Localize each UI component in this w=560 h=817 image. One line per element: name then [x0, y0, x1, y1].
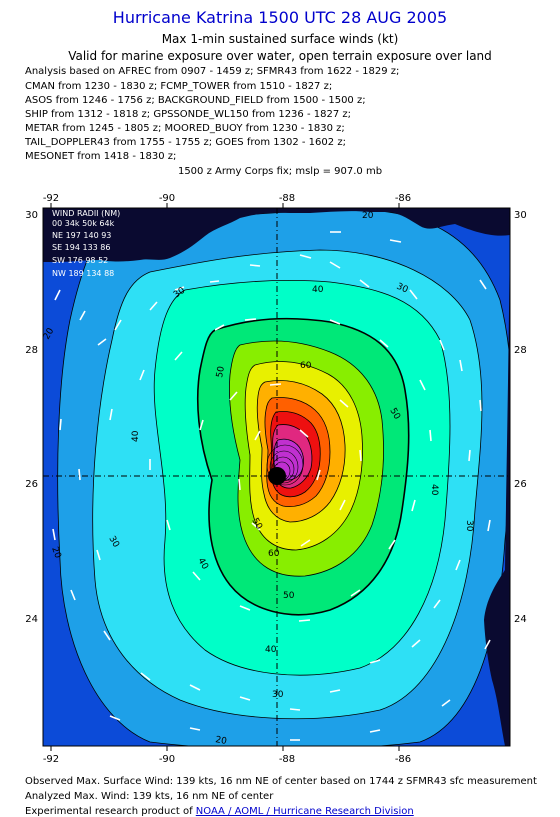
analysis-line: SHIP from 1312 - 1818 z; GPSSONDE_WL150 …	[25, 109, 351, 120]
analyzed-max-wind: Analyzed Max. Wind: 139 kts, 16 nm NE of…	[25, 791, 274, 802]
contour-labels: 20 20 20 20 30 30 30 30 30 40 40 40 40 4…	[43, 211, 474, 747]
contour-label: 50	[283, 591, 295, 601]
analysis-line: CMAN from 1230 - 1830 z; FCMP_TOWER from…	[25, 81, 333, 92]
lon-tick-label: -92	[43, 754, 59, 763]
lat-tick-label: 30	[25, 210, 38, 221]
analysis-line: METAR from 1245 - 1805 z; MOORED_BUOY fr…	[25, 123, 345, 134]
contour-label: 60	[300, 361, 312, 371]
lat-tick-label: 24	[25, 614, 38, 625]
wind-radii-row: SW 176 98 52	[52, 256, 108, 265]
observed-max-wind: Observed Max. Surface Wind: 139 kts, 16 …	[25, 776, 537, 787]
analysis-line: Analysis based on AFREC from 0907 - 1459…	[25, 66, 400, 77]
validity-note: Valid for marine exposure over water, op…	[68, 49, 492, 63]
wind-radii-row: SE 194 133 86	[52, 243, 110, 252]
contour-label: 50	[215, 365, 227, 378]
lon-tick-label: -88	[279, 193, 295, 204]
florida-land	[484, 235, 510, 746]
contour-label: 30	[272, 690, 284, 700]
analysis-line: TAIL_DOPPLER43 from 1755 - 1755 z; GOES …	[25, 137, 346, 148]
wind-radii-table: WIND RADII (NM) 00 34k 50k 64k NE 197 14…	[52, 209, 120, 278]
wind-radii-title: WIND RADII (NM)	[52, 209, 120, 218]
contour-label: 60	[268, 549, 280, 559]
contour-label: 20	[49, 546, 62, 560]
contour-label: 30	[395, 282, 410, 296]
lat-tick-label: 28	[514, 345, 527, 356]
hrd-link[interactable]: NOAA / AOML / Hurricane Research Divisio…	[195, 806, 414, 817]
lat-axis-left: 30 28 26 24	[25, 210, 38, 625]
coastline-land	[43, 208, 510, 262]
pressure-fix: 1500 z Army Corps fix; mslp = 907.0 mb	[177, 166, 383, 177]
lon-tick-label: -90	[159, 754, 175, 763]
wind-radii-header: 00 34k 50k 64k	[52, 219, 115, 228]
lon-tick-label: -90	[159, 193, 175, 204]
map-subtitle: Max 1-min sustained surface winds (kt)	[161, 32, 399, 46]
contour-label: 40	[312, 285, 324, 295]
plot-frame	[42, 207, 511, 747]
map-title: Hurricane Katrina 1500 UTC 28 AUG 2005	[112, 8, 448, 27]
contour-label: 20	[362, 211, 374, 221]
wind-field: 20 20 20 20 30 30 30 30 30 40 40 40 40 4…	[43, 208, 510, 747]
lon-tick-label: -86	[395, 193, 411, 204]
wind-radii-row: NE 197 140 93	[52, 231, 111, 240]
obs-wind-barbs	[52, 231, 491, 741]
contour-label: 30	[464, 520, 474, 532]
wind-radii-row: NW 189 134 88	[52, 269, 114, 278]
contour-label: 40	[265, 645, 277, 655]
lat-axis-right: 30 28 26 24	[514, 210, 527, 625]
lat-tick-label: 24	[514, 614, 527, 625]
wind-map: -92 -90 -88 -86	[25, 193, 527, 763]
credit-prefix: Experimental research product of	[25, 806, 196, 817]
lat-tick-label: 28	[25, 345, 38, 356]
credit-line: Experimental research product of NOAA / …	[25, 806, 414, 817]
contour-label: 40	[131, 430, 141, 442]
lat-tick-label: 26	[514, 479, 527, 490]
lat-tick-label: 26	[25, 479, 38, 490]
contour-label: 40	[429, 484, 439, 496]
analysis-line: MESONET from 1418 - 1830 z;	[25, 151, 177, 162]
contour-label: 20	[214, 735, 227, 747]
analysis-line: ASOS from 1246 - 1756 z; BACKGROUND_FIEL…	[25, 95, 366, 106]
lon-tick-label: -92	[43, 193, 59, 204]
lon-tick-label: -88	[279, 754, 295, 763]
lat-tick-label: 30	[514, 210, 527, 221]
bottom-lon-axis: -92 -90 -88 -86	[43, 746, 411, 763]
lon-tick-label: -86	[395, 754, 411, 763]
top-lon-axis: -92 -90 -88 -86	[43, 193, 510, 209]
